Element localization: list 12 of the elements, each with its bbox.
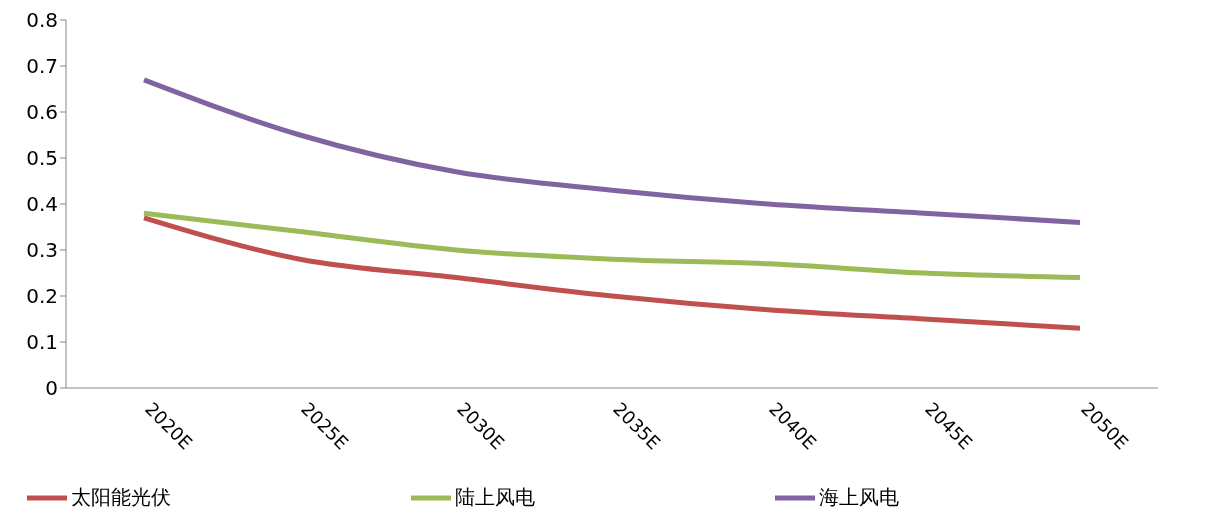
y-tick-label: 0.2	[26, 284, 58, 309]
y-tick-label: 0	[45, 376, 58, 401]
y-tick-label: 0.6	[26, 100, 58, 125]
legend-label: 海上风电	[819, 484, 899, 509]
y-tick-label: 0.4	[26, 192, 58, 217]
legend-label: 陆上风电	[455, 484, 535, 509]
legend-label: 太阳能光伏	[71, 484, 171, 509]
y-tick-label: 0.3	[26, 238, 58, 263]
y-tick-label: 0.8	[26, 8, 58, 33]
y-tick-label: 0.1	[26, 330, 58, 355]
y-tick-label: 0.7	[26, 54, 58, 79]
y-tick-label: 0.5	[26, 146, 58, 171]
